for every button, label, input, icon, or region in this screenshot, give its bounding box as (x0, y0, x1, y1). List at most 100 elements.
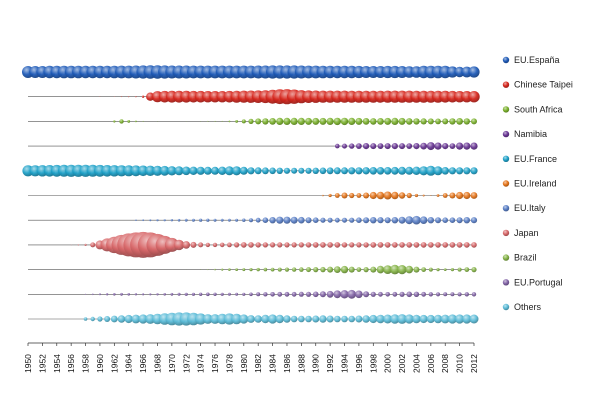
bubble (427, 118, 434, 125)
bubble (436, 194, 440, 197)
bubble (419, 216, 428, 224)
bubble (370, 143, 377, 150)
legend-label: Namibia (514, 129, 547, 139)
bubble (377, 143, 384, 150)
bubble (420, 242, 427, 248)
bubble (413, 266, 420, 273)
x-tick-label: 2012 (469, 354, 479, 373)
bubble (262, 242, 268, 248)
bubble (435, 118, 441, 125)
bubble (117, 315, 126, 323)
legend-marker (502, 56, 510, 64)
bubble (135, 219, 137, 221)
x-tick-label: 1988 (296, 354, 306, 373)
bubble (422, 194, 425, 197)
bubble (319, 167, 327, 175)
bubble (377, 217, 384, 224)
bubble (255, 242, 261, 248)
bubble (275, 314, 284, 324)
bubble (390, 166, 399, 175)
bubble (425, 165, 436, 176)
bubble (341, 315, 348, 323)
bubble (200, 269, 201, 270)
bubble (242, 218, 246, 222)
bubble (427, 217, 435, 224)
bubble (261, 314, 270, 324)
bubble (391, 217, 399, 224)
bubble (276, 167, 283, 174)
bubble (470, 167, 478, 175)
bubble (384, 217, 391, 224)
bubble (356, 267, 362, 272)
bubble (470, 217, 478, 224)
bubble (457, 292, 462, 297)
bubble (421, 291, 427, 297)
bubble (362, 118, 370, 125)
bubble (156, 219, 159, 222)
bubble (174, 166, 184, 176)
bubble (443, 292, 448, 297)
legend-label: Chinese Taipei (514, 80, 573, 90)
bubble (463, 167, 471, 175)
x-tick-label: 1996 (354, 354, 364, 373)
bubble (262, 217, 269, 223)
bubble (312, 167, 319, 174)
bubble (426, 142, 435, 151)
bubble (249, 218, 253, 223)
bubble (383, 167, 392, 175)
bubble (391, 143, 398, 150)
bubble (450, 292, 455, 297)
bubble (442, 242, 449, 248)
bubble (412, 314, 421, 324)
bubble (231, 313, 242, 325)
bubble (447, 314, 458, 324)
bubble (305, 315, 312, 323)
bubble (177, 292, 181, 296)
bubble (269, 167, 276, 175)
bubble (333, 167, 341, 175)
bubble (159, 165, 170, 176)
bubble (391, 117, 399, 125)
bubble (239, 314, 249, 324)
bubble (457, 267, 462, 272)
bubble (376, 314, 385, 324)
bubble (283, 315, 291, 323)
bubble (378, 291, 383, 297)
x-tick-label: 1990 (311, 354, 321, 373)
bubble (262, 118, 269, 125)
bubble (369, 118, 377, 125)
bubble (326, 290, 334, 298)
bubble (177, 218, 181, 222)
bubble (399, 291, 405, 297)
bubble (200, 121, 201, 122)
bubble (376, 167, 385, 175)
bubble (210, 314, 220, 324)
bubble (326, 167, 334, 175)
bubble (219, 242, 225, 248)
bubble (305, 117, 313, 125)
bubble (384, 242, 391, 248)
bubble (448, 167, 457, 175)
bubble (220, 218, 224, 222)
bubble (134, 293, 138, 296)
bubble (449, 217, 456, 223)
bubble (320, 217, 326, 223)
x-tick-label: 1950 (23, 354, 33, 373)
bubble (247, 315, 255, 323)
bubble (138, 314, 148, 324)
bubble (270, 267, 275, 272)
bubble (327, 266, 334, 273)
x-tick-label: 1970 (167, 354, 177, 373)
bubble (435, 217, 442, 224)
bubble (242, 292, 246, 296)
bubble (421, 267, 427, 272)
x-tick-label: 1974 (196, 354, 206, 373)
bubble (442, 143, 449, 150)
legend-marker (502, 303, 510, 311)
bubble (463, 191, 471, 200)
bubble (291, 291, 297, 297)
bubble (135, 96, 137, 98)
bubble (369, 191, 377, 200)
bubble (220, 292, 224, 296)
